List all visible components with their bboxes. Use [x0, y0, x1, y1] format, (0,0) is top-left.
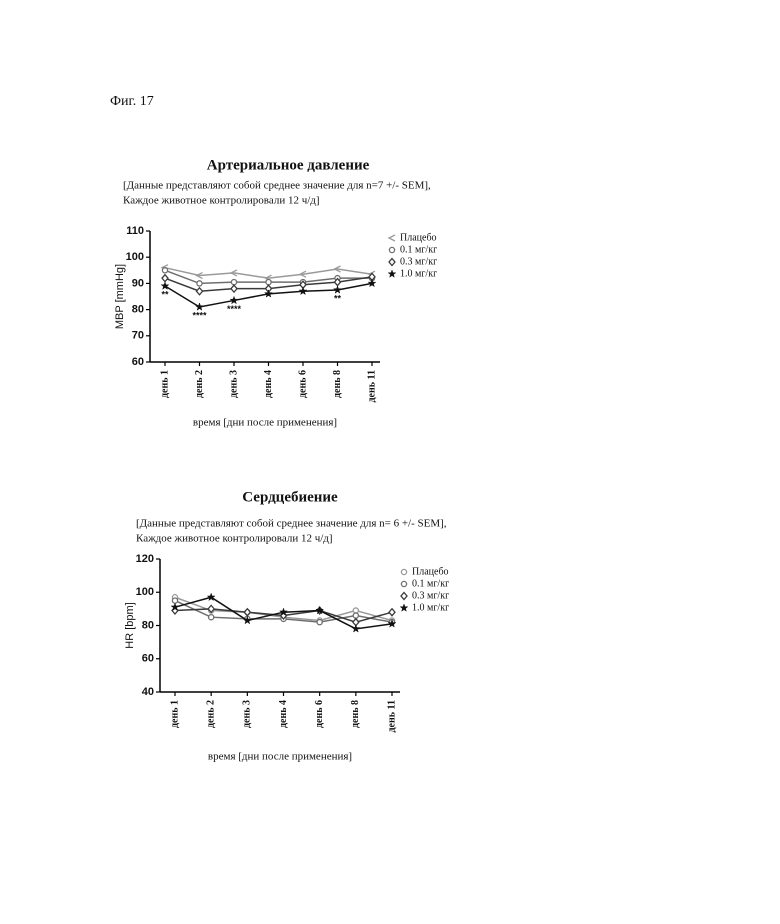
data-point	[197, 288, 203, 295]
data-point	[196, 303, 204, 310]
legend-marker	[401, 581, 406, 586]
x-tick-label: день 2	[205, 700, 216, 728]
chart-title: Артериальное давление	[207, 157, 370, 173]
chart-subtitle: Каждое животное контролировали 12 ч/д]	[123, 195, 320, 207]
legend-label: 0.3 мг/кг	[412, 590, 449, 601]
legend-marker	[400, 604, 408, 611]
y-tick-label: 120	[136, 553, 154, 565]
legend-marker	[389, 259, 395, 266]
legend-label: 0.3 мг/кг	[400, 256, 437, 267]
data-point	[353, 613, 358, 618]
y-tick-label: 90	[132, 277, 144, 289]
data-point	[352, 625, 360, 632]
data-point	[368, 279, 376, 286]
x-tick-label: день 3	[228, 370, 239, 398]
legend-marker	[389, 247, 394, 252]
data-point	[389, 609, 395, 616]
legend-marker	[389, 235, 395, 241]
legend-label: 1.0 мг/кг	[412, 602, 449, 613]
x-axis-label: время [дни после применения]	[208, 751, 352, 763]
x-tick-label: день 1	[169, 700, 180, 728]
legend-label: Плацебо	[412, 566, 449, 577]
chart-subtitle: [Данные представляют собой среднее значе…	[136, 518, 447, 530]
y-tick-label: 110	[126, 225, 144, 237]
x-tick-label: день 6	[314, 700, 325, 728]
data-point	[299, 287, 307, 294]
y-tick-label: 100	[126, 251, 144, 263]
x-tick-label: день 8	[350, 700, 361, 728]
x-tick-label: день 11	[366, 370, 377, 403]
chart-subtitle: Каждое животное контролировали 12 ч/д]	[136, 533, 333, 545]
data-point	[230, 296, 238, 303]
data-point	[162, 275, 168, 282]
data-point	[266, 279, 271, 284]
y-axis-label: MBP [mmHg]	[114, 264, 126, 329]
data-point	[231, 279, 236, 284]
x-tick-label: день 8	[332, 370, 343, 398]
annotation: **	[161, 289, 169, 299]
y-axis-label: HR [bpm]	[124, 602, 136, 648]
y-tick-label: 40	[142, 686, 154, 698]
legend-marker	[401, 569, 406, 574]
x-tick-label: день 6	[297, 370, 308, 398]
data-point	[172, 598, 177, 603]
legend-marker	[388, 270, 396, 277]
data-point	[231, 285, 237, 292]
legend-marker	[401, 593, 407, 600]
data-point	[162, 268, 167, 273]
legend-label: 0.1 мг/кг	[400, 244, 437, 255]
annotation: **	[334, 293, 342, 303]
y-tick-label: 80	[142, 619, 154, 631]
legend-label: Плацебо	[400, 232, 437, 243]
chart-subtitle: [Данные представляют собой среднее значе…	[123, 180, 431, 192]
y-tick-label: 70	[132, 330, 144, 342]
data-point	[265, 290, 273, 297]
legend-label: 1.0 мг/кг	[400, 268, 437, 279]
y-tick-label: 100	[136, 586, 154, 598]
x-tick-label: день 2	[194, 370, 205, 398]
x-tick-label: день 1	[159, 370, 170, 398]
x-tick-label: день 11	[386, 700, 397, 733]
legend-label: 0.1 мг/кг	[412, 578, 449, 589]
data-point	[209, 615, 214, 620]
y-tick-label: 80	[132, 304, 144, 316]
y-tick-label: 60	[132, 356, 144, 368]
annotation: ****	[192, 310, 207, 320]
data-point	[197, 281, 202, 286]
x-tick-label: день 4	[278, 700, 289, 728]
x-tick-label: день 4	[263, 370, 274, 398]
figure-label: Фиг. 17	[110, 94, 154, 109]
data-point	[317, 620, 322, 625]
data-point	[334, 286, 342, 293]
y-tick-label: 60	[142, 653, 154, 665]
annotation: ****	[227, 304, 242, 314]
chart-title: Сердцебиение	[242, 489, 338, 505]
x-tick-label: день 3	[242, 700, 253, 728]
x-axis-label: время [дни после применения]	[193, 417, 337, 429]
